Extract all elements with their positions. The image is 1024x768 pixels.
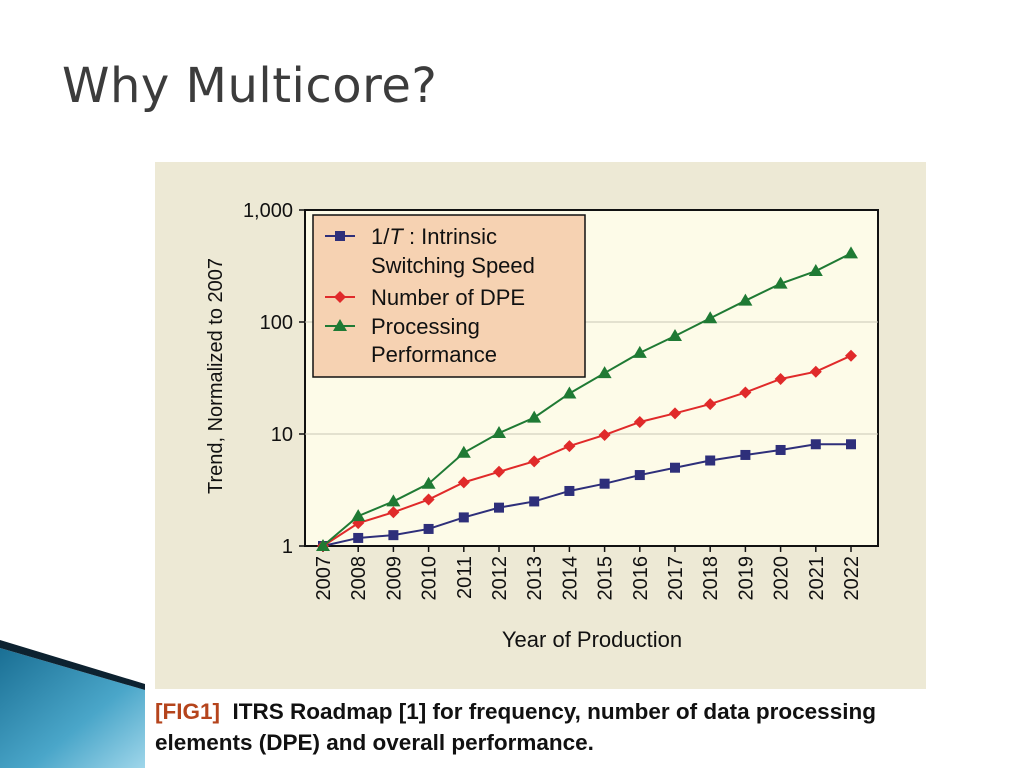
series-line	[322, 443, 851, 547]
slide-title: Why Multicore?	[62, 58, 438, 114]
series-2	[316, 246, 858, 551]
data-point	[669, 407, 681, 420]
data-point	[738, 293, 753, 306]
series-lines	[316, 246, 858, 552]
data-point	[844, 246, 858, 259]
legend-box	[312, 214, 586, 378]
series-line	[322, 354, 852, 547]
data-point	[739, 386, 752, 399]
data-point	[353, 532, 364, 543]
x-tick-label: 2008	[348, 556, 370, 601]
data-point	[423, 523, 434, 534]
data-point	[597, 366, 612, 379]
legend-label-switching-speed-line2: Switching Speed	[371, 253, 535, 278]
x-tick-label: 2007	[313, 556, 335, 601]
data-point	[703, 311, 718, 324]
x-tick-label: 2020	[771, 556, 793, 601]
data-point	[774, 372, 787, 385]
data-point	[740, 449, 751, 460]
series-line	[322, 252, 852, 547]
data-point	[388, 530, 399, 541]
series-1	[317, 349, 857, 552]
y-tick-label: 1	[282, 536, 293, 558]
legend-marker-square	[335, 231, 345, 241]
legend-item-switching-speed: 1/T : Intrinsic Switching Speed	[325, 224, 535, 278]
series-0	[318, 439, 856, 551]
data-point	[633, 415, 646, 428]
legend-label-dpe: Number of DPE	[371, 285, 525, 310]
data-point	[386, 494, 401, 507]
data-point	[564, 485, 575, 496]
x-tick-label: 2015	[595, 556, 617, 601]
x-tick-label: 2009	[383, 556, 405, 601]
data-point	[456, 445, 471, 458]
data-point	[809, 365, 822, 378]
legend-marker-diamond	[334, 291, 346, 303]
x-tick-label: 2022	[841, 556, 863, 601]
x-tick-label: 2014	[559, 556, 581, 601]
data-point	[670, 462, 680, 473]
y-tick-label: 1,000	[243, 200, 293, 222]
data-point	[634, 470, 645, 481]
data-point	[704, 398, 717, 411]
figure-caption: [FIG1] ITRS Roadmap [1] for frequency, n…	[155, 696, 935, 758]
data-point	[563, 440, 576, 453]
x-tick-label: 2010	[419, 556, 441, 601]
x-tick-label: 2013	[524, 556, 546, 601]
data-point	[529, 496, 540, 507]
data-point	[457, 476, 470, 489]
data-point	[494, 502, 504, 513]
data-point	[668, 328, 682, 341]
legend-label-performance-line1: Processing	[371, 314, 480, 339]
data-point	[351, 509, 366, 522]
data-point	[810, 439, 821, 450]
data-point	[492, 426, 506, 439]
data-point	[773, 276, 788, 289]
y-ticks: 1 10 100 1,000	[243, 200, 305, 558]
data-point	[562, 386, 577, 399]
data-point	[422, 493, 435, 506]
data-point	[775, 444, 786, 455]
data-point	[493, 465, 505, 478]
data-point	[846, 439, 856, 450]
data-point	[528, 455, 541, 468]
data-point	[387, 506, 400, 519]
legend-label-switching-speed-line1: 1/T : Intrinsic	[371, 224, 497, 249]
x-tick-label: 2018	[700, 556, 722, 601]
x-ticks: 2007 2008 2009 2010 2011 2012 2013 2014 2015 2016…	[313, 546, 863, 601]
x-tick-label: 2019	[735, 556, 757, 601]
x-axis-label: Year of Production	[502, 627, 682, 652]
data-point	[599, 478, 610, 489]
data-point	[527, 410, 542, 423]
data-point	[421, 476, 436, 489]
legend-label-performance-line2: Performance	[371, 342, 497, 367]
data-point	[458, 512, 469, 523]
data-point	[845, 349, 857, 362]
y-axis-label: Trend, Normalized to 2007	[205, 258, 227, 494]
y-tick-label: 10	[271, 424, 293, 446]
chart: 1 10 100 1,000 2007 2008 2009 2010 2011 2012 2013…	[205, 200, 879, 652]
legend: 1/T : Intrinsic Switching Speed Number o…	[312, 214, 586, 378]
x-tick-label: 2011	[454, 556, 476, 599]
y-tick-label: 100	[260, 312, 293, 334]
x-tick-label: 2017	[665, 556, 687, 601]
legend-item-performance: Processing Performance	[325, 314, 497, 367]
data-point	[316, 539, 330, 551]
x-tick-label: 2021	[806, 556, 828, 601]
data-point	[598, 428, 611, 441]
corner-decoration	[0, 640, 145, 768]
x-tick-label: 2016	[630, 556, 652, 601]
caption-text: ITRS Roadmap [1] for frequency, number o…	[155, 699, 876, 755]
data-point	[632, 345, 647, 358]
legend-item-dpe: Number of DPE	[325, 285, 525, 310]
legend-marker-triangle	[333, 319, 347, 331]
data-point	[705, 455, 716, 466]
data-point	[808, 264, 823, 277]
caption-tag: [FIG1]	[155, 699, 220, 724]
x-tick-label: 2012	[489, 556, 511, 601]
